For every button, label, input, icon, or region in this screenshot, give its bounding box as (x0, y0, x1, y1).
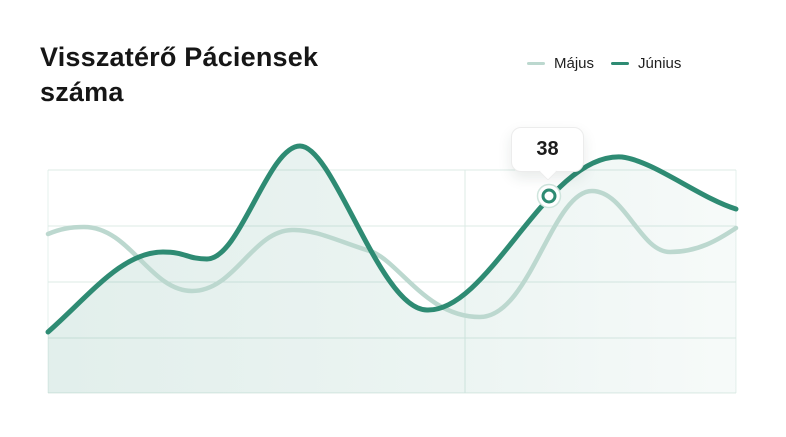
legend-swatch-junius-icon (611, 62, 630, 65)
legend-label-junius: Június (638, 55, 682, 72)
junius-line (45, 143, 739, 335)
chart-legend: Május Június (527, 55, 681, 72)
legend-swatch-majus-icon (527, 62, 545, 65)
marker-ring (541, 188, 557, 204)
page-title-line1: Visszatérő Páciensek (40, 42, 319, 72)
tooltip-value: 38 (536, 138, 559, 160)
legend-item-majus[interactable]: Május (527, 55, 594, 72)
page-title-line2: száma (40, 77, 124, 107)
majus-line (45, 188, 739, 320)
legend-item-junius[interactable]: Június (611, 55, 681, 72)
data-point-marker[interactable] (536, 183, 562, 209)
tooltip: 38 (511, 127, 584, 181)
legend-label-majus: Május (554, 55, 595, 72)
junius-area-fill (48, 146, 736, 393)
page-title: Visszatérő Páciensek száma (40, 40, 318, 110)
